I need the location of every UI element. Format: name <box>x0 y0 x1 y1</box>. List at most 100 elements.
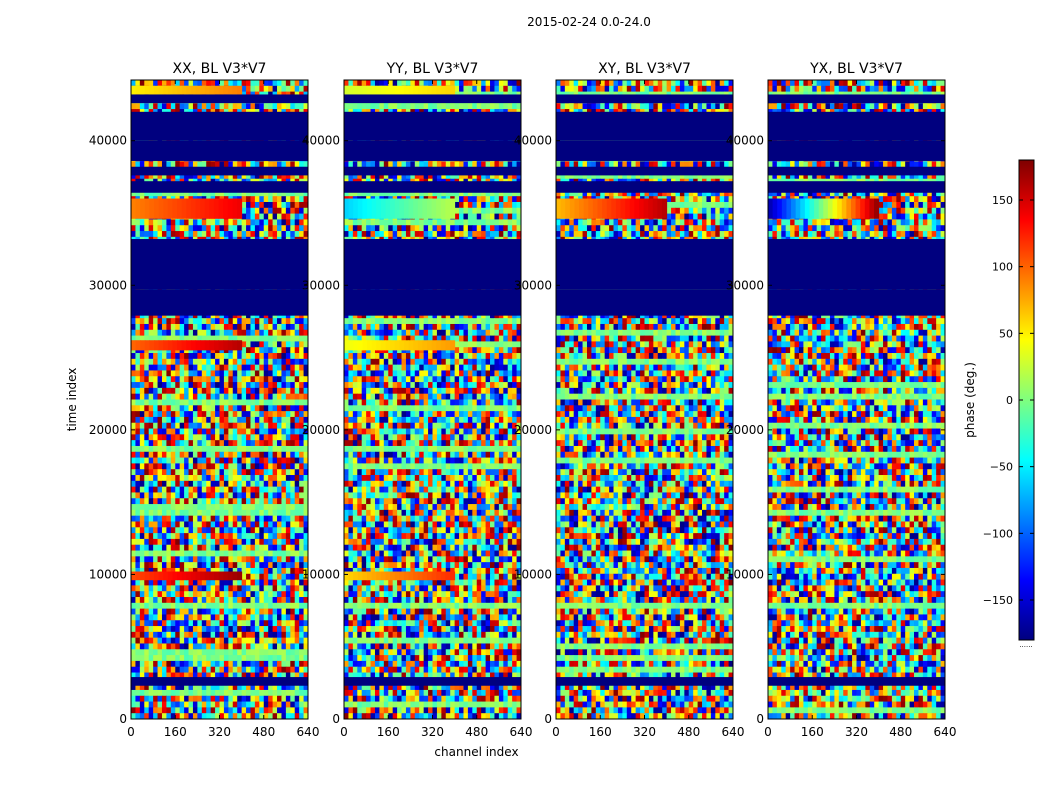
heatmap-cell <box>250 161 256 168</box>
heatmap-cell <box>277 364 282 371</box>
heatmap-cell <box>272 213 278 220</box>
heatmap-cell <box>197 416 203 424</box>
heatmap-cell <box>219 358 225 366</box>
heatmap-cell <box>250 480 256 488</box>
heatmap-cell <box>188 492 194 499</box>
heatmap-cell <box>272 85 278 93</box>
heatmap-cell <box>192 370 198 377</box>
heatmap-cell <box>210 358 216 366</box>
heatmap-cell <box>290 172 296 180</box>
heatmap-cell <box>192 649 198 656</box>
heatmap-cell <box>268 527 274 534</box>
heatmap-cell <box>201 672 207 679</box>
heatmap-cell <box>210 329 216 337</box>
heatmap-cell <box>188 521 194 528</box>
heatmap-cell <box>161 486 167 493</box>
heatmap-cell <box>254 440 260 447</box>
heatmap-cell <box>303 707 308 714</box>
heatmap-cell <box>144 358 150 366</box>
heatmap-cell <box>148 515 154 522</box>
heatmap-cell <box>512 103 518 110</box>
heatmap-cell <box>272 620 278 627</box>
heatmap-cell <box>139 376 145 383</box>
heatmap-cell <box>272 457 278 464</box>
heatmap-cell <box>166 422 172 430</box>
heatmap-cell <box>192 521 198 528</box>
heatmap-cell <box>197 353 203 360</box>
heatmap-cell <box>206 445 212 453</box>
heatmap-cell <box>215 660 220 668</box>
coherent-band-cell <box>204 85 210 95</box>
heatmap-cell <box>285 486 291 493</box>
heatmap-cell <box>144 161 150 168</box>
flagged-band <box>131 289 308 316</box>
heatmap-cell <box>299 701 305 708</box>
heatmap-cell <box>157 161 163 168</box>
heatmap-cell <box>166 550 172 557</box>
heatmap-cell <box>299 538 305 546</box>
heatmap-cell <box>139 660 145 668</box>
heatmap-cell <box>135 660 141 668</box>
heatmap-cell <box>179 649 185 656</box>
heatmap-cell <box>237 695 243 703</box>
heatmap-cell <box>228 422 234 430</box>
heatmap-cell <box>210 695 216 703</box>
heatmap-cell <box>281 626 287 633</box>
heatmap-cell <box>232 556 238 563</box>
coherent-band-cell <box>181 198 187 219</box>
heatmap-cell <box>223 527 229 534</box>
coherent-band-cell <box>181 571 187 581</box>
heatmap-cell <box>281 498 287 505</box>
coherent-band-cell <box>213 340 220 351</box>
heatmap-cell <box>184 597 190 604</box>
heatmap-cell <box>294 492 300 499</box>
heatmap-cell <box>250 428 256 435</box>
heatmap-cell <box>237 231 243 238</box>
heatmap-cell <box>219 527 225 534</box>
heatmap-cell <box>215 556 220 563</box>
heatmap-cell <box>197 440 203 447</box>
heatmap-cell <box>303 161 308 168</box>
heatmap-cell <box>237 172 243 180</box>
heatmap-cell <box>294 614 300 621</box>
heatmap-cell <box>206 376 212 383</box>
heatmap-cell <box>215 643 220 650</box>
heatmap-cell <box>215 567 220 575</box>
heatmap-cell <box>153 422 159 430</box>
heatmap-cell <box>268 509 274 517</box>
heatmap-cell <box>250 440 256 447</box>
heatmap-cell <box>188 440 194 447</box>
heatmap-cell <box>268 103 274 110</box>
heatmap-cell <box>241 411 247 418</box>
heatmap-cell <box>237 451 243 459</box>
heatmap-cell <box>272 103 278 110</box>
heatmap-cell <box>285 666 291 674</box>
heatmap-cell <box>170 440 176 447</box>
heatmap-cell <box>299 608 305 615</box>
heatmap-cell <box>272 701 278 708</box>
heatmap-cell <box>467 103 473 110</box>
coherent-band-cell <box>177 571 183 581</box>
heatmap-cell <box>215 614 220 621</box>
heatmap-cell <box>285 80 291 87</box>
heatmap-cell <box>223 614 229 621</box>
heatmap-cell <box>254 591 260 598</box>
coherent-band-cell <box>209 85 215 95</box>
heatmap-cell <box>294 172 300 180</box>
heatmap-cell <box>237 445 243 453</box>
heatmap-cell <box>272 80 278 87</box>
heatmap-cell <box>139 713 145 719</box>
heatmap-cell <box>215 509 220 517</box>
heatmap-cell <box>241 597 247 604</box>
heatmap-cell <box>139 579 145 586</box>
heatmap-cell <box>210 335 216 342</box>
heatmap-cell <box>254 393 260 400</box>
heatmap-cell <box>184 172 190 180</box>
heatmap-cell <box>361 103 367 110</box>
heatmap-cell <box>131 393 136 400</box>
heatmap-cell <box>210 405 216 412</box>
heatmap-cell <box>148 684 154 691</box>
heatmap-cell <box>175 498 181 505</box>
x-tick-label: 640 <box>297 725 320 739</box>
heatmap-cell <box>299 655 305 662</box>
